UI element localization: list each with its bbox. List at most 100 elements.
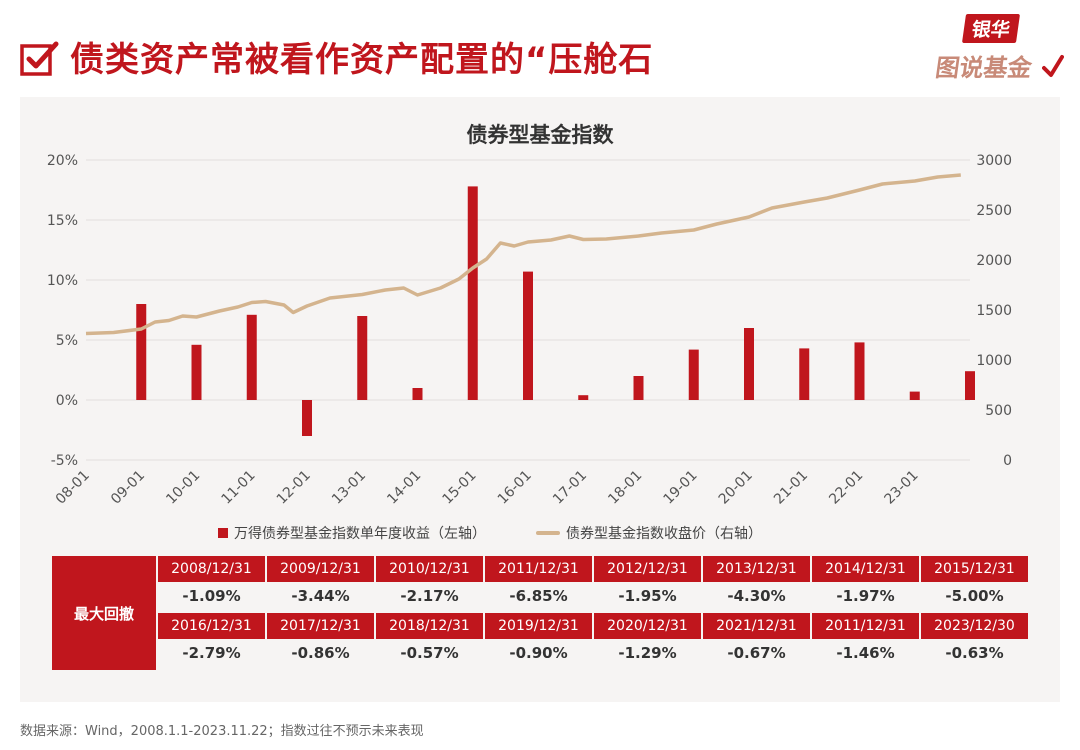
drawdown-cell: 2011/12/31 -6.85% xyxy=(485,556,592,610)
y-right-tick-label: 2500 xyxy=(976,203,1012,219)
drawdown-cell: 2008/12/31 -1.09% xyxy=(158,556,265,610)
drawdown-date: 2010/12/31 xyxy=(376,556,483,582)
x-tick-label: 08-01 xyxy=(53,468,93,508)
x-tick-label: 22-01 xyxy=(826,468,866,508)
drawdown-value: -1.97% xyxy=(836,587,895,605)
drawdown-date: 2023/12/30 xyxy=(921,613,1028,639)
y-right-tick-label: 0 xyxy=(1003,453,1012,469)
legend-line-swatch xyxy=(536,531,560,535)
drawdown-date: 2012/12/31 xyxy=(594,556,701,582)
drawdown-row: 2016/12/31 -2.79% 2017/12/31 -0.86% 2018/12/… xyxy=(158,613,1030,667)
drawdown-value: -3.44% xyxy=(291,587,350,605)
drawdown-cell: 2017/12/31 -0.86% xyxy=(267,613,374,667)
bar xyxy=(191,344,202,400)
drawdown-cell: 2010/12/31 -2.17% xyxy=(376,556,483,610)
y-right-tick-label: 1500 xyxy=(976,303,1012,319)
drawdown-date: 2011/12/31 xyxy=(485,556,592,582)
x-tick-label: 13-01 xyxy=(329,468,369,508)
drawdown-cell: 2013/12/31 -4.30% xyxy=(703,556,810,610)
x-tick-label: 12-01 xyxy=(274,468,314,508)
index-close-line xyxy=(85,173,961,336)
drawdown-date: 2020/12/31 xyxy=(594,613,701,639)
drawdown-value: -2.79% xyxy=(182,644,241,662)
bar xyxy=(136,304,147,400)
bar xyxy=(633,376,644,400)
legend-line-label: 债券型基金指数收盘价（右轴） xyxy=(566,526,762,542)
drawdown-cell: 2021/12/31 -0.67% xyxy=(703,613,810,667)
drawdown-value: -2.17% xyxy=(400,587,459,605)
drawdown-value: -0.63% xyxy=(945,644,1004,662)
y-left-tick-label: 20% xyxy=(47,153,78,169)
y-left-tick-label: 5% xyxy=(56,333,78,349)
drawdown-label: 最大回撤 xyxy=(52,556,156,670)
x-tick-label: 18-01 xyxy=(605,468,645,508)
brand-logo-top: 银华 xyxy=(961,14,1021,43)
drawdown-row: 2008/12/31 -1.09% 2009/12/31 -3.44% 2010/12/… xyxy=(158,556,1030,610)
x-tick-label: 14-01 xyxy=(384,468,424,508)
drawdown-value: -0.90% xyxy=(509,644,568,662)
y-left-tick-label: 0% xyxy=(56,393,78,409)
drawdown-value: -0.67% xyxy=(727,644,786,662)
drawdown-value: -6.85% xyxy=(509,587,568,605)
x-tick-label: 15-01 xyxy=(439,468,479,508)
drawdown-cell: 2009/12/31 -3.44% xyxy=(267,556,374,610)
drawdown-cell: 2011/12/31 -1.46% xyxy=(812,613,919,667)
x-tick-label: 23-01 xyxy=(881,468,921,508)
y-left-tick-label: -5% xyxy=(51,453,78,469)
check-icon xyxy=(1042,55,1064,77)
drawdown-value: -5.00% xyxy=(945,587,1004,605)
bar xyxy=(909,391,920,400)
chart-canvas: -5% 0% 5% 10% 15% 20% 0 500 1000 1500 2000 2500 3000… xyxy=(47,153,1012,508)
x-tick-label: 09-01 xyxy=(108,468,148,508)
drawdown-cell: 2019/12/31 -0.90% xyxy=(485,613,592,667)
x-tick-label: 16-01 xyxy=(495,468,535,508)
drawdown-date: 2008/12/31 xyxy=(158,556,265,582)
x-tick-label: 21-01 xyxy=(771,468,811,508)
bar xyxy=(523,271,533,400)
legend-item-line: 债券型基金指数收盘价（右轴） xyxy=(536,523,762,543)
legend-item-bars: 万得债券型基金指数单年度收益（左轴） xyxy=(218,523,486,543)
x-tick-label: 10-01 xyxy=(163,468,203,508)
brand-logo-bottom: 图说基金 xyxy=(933,54,1034,82)
drawdown-date: 2015/12/31 xyxy=(921,556,1028,582)
drawdown-date: 2011/12/31 xyxy=(812,613,919,639)
drawdown-cell: 2012/12/31 -1.95% xyxy=(594,556,701,610)
drawdown-date: 2014/12/31 xyxy=(812,556,919,582)
x-tick-label: 11-01 xyxy=(218,468,258,508)
drawdown-value: -4.30% xyxy=(727,587,786,605)
max-drawdown-table: 最大回撤 2008/12/31 -1.09% 2009/12/31 -3.44% 201… xyxy=(52,556,1030,670)
y-right-tick-label: 500 xyxy=(985,403,1012,419)
bar xyxy=(578,395,589,400)
drawdown-cell: 2016/12/31 -2.79% xyxy=(158,613,265,667)
drawdown-date: 2013/12/31 xyxy=(703,556,810,582)
drawdown-cell: 2020/12/31 -1.29% xyxy=(594,613,701,667)
drawdown-value: -1.95% xyxy=(618,587,677,605)
bar xyxy=(412,388,423,400)
drawdown-date: 2017/12/31 xyxy=(267,613,374,639)
drawdown-value: -1.09% xyxy=(182,587,241,605)
drawdown-value: -1.46% xyxy=(836,644,895,662)
drawdown-cell: 2014/12/31 -1.97% xyxy=(812,556,919,610)
bar xyxy=(744,328,754,400)
bar xyxy=(688,349,699,400)
drawdown-value: -0.86% xyxy=(291,644,350,662)
y-left-tick-label: 10% xyxy=(47,273,78,289)
bar xyxy=(357,316,368,400)
brand-logo: 银华 图说基金 xyxy=(930,14,1065,84)
drawdown-value: -1.29% xyxy=(618,644,677,662)
drawdown-cell: 2023/12/30 -0.63% xyxy=(921,613,1028,667)
chart-panel: 债券型基金指数 -5% 0% 5% 10% 15% 20% 0 500 1000 1500 2000… xyxy=(20,97,1060,702)
header: 债类资产常被看作资产配置的“压舱石 银华 图说基金 xyxy=(0,0,1080,95)
drawdown-cell: 2015/12/31 -5.00% xyxy=(921,556,1028,610)
drawdown-date: 2021/12/31 xyxy=(703,613,810,639)
bar xyxy=(467,186,478,400)
bar xyxy=(854,342,865,400)
bar xyxy=(246,314,257,400)
legend-bars-label: 万得债券型基金指数单年度收益（左轴） xyxy=(234,526,486,542)
drawdown-date: 2009/12/31 xyxy=(267,556,374,582)
drawdown-cell: 2018/12/31 -0.57% xyxy=(376,613,483,667)
chart-legend: 万得债券型基金指数单年度收益（左轴） 债券型基金指数收盘价（右轴） xyxy=(218,523,762,543)
y-left-tick-label: 15% xyxy=(47,213,78,229)
y-right-tick-label: 3000 xyxy=(976,153,1012,169)
x-tick-label: 20-01 xyxy=(716,468,756,508)
